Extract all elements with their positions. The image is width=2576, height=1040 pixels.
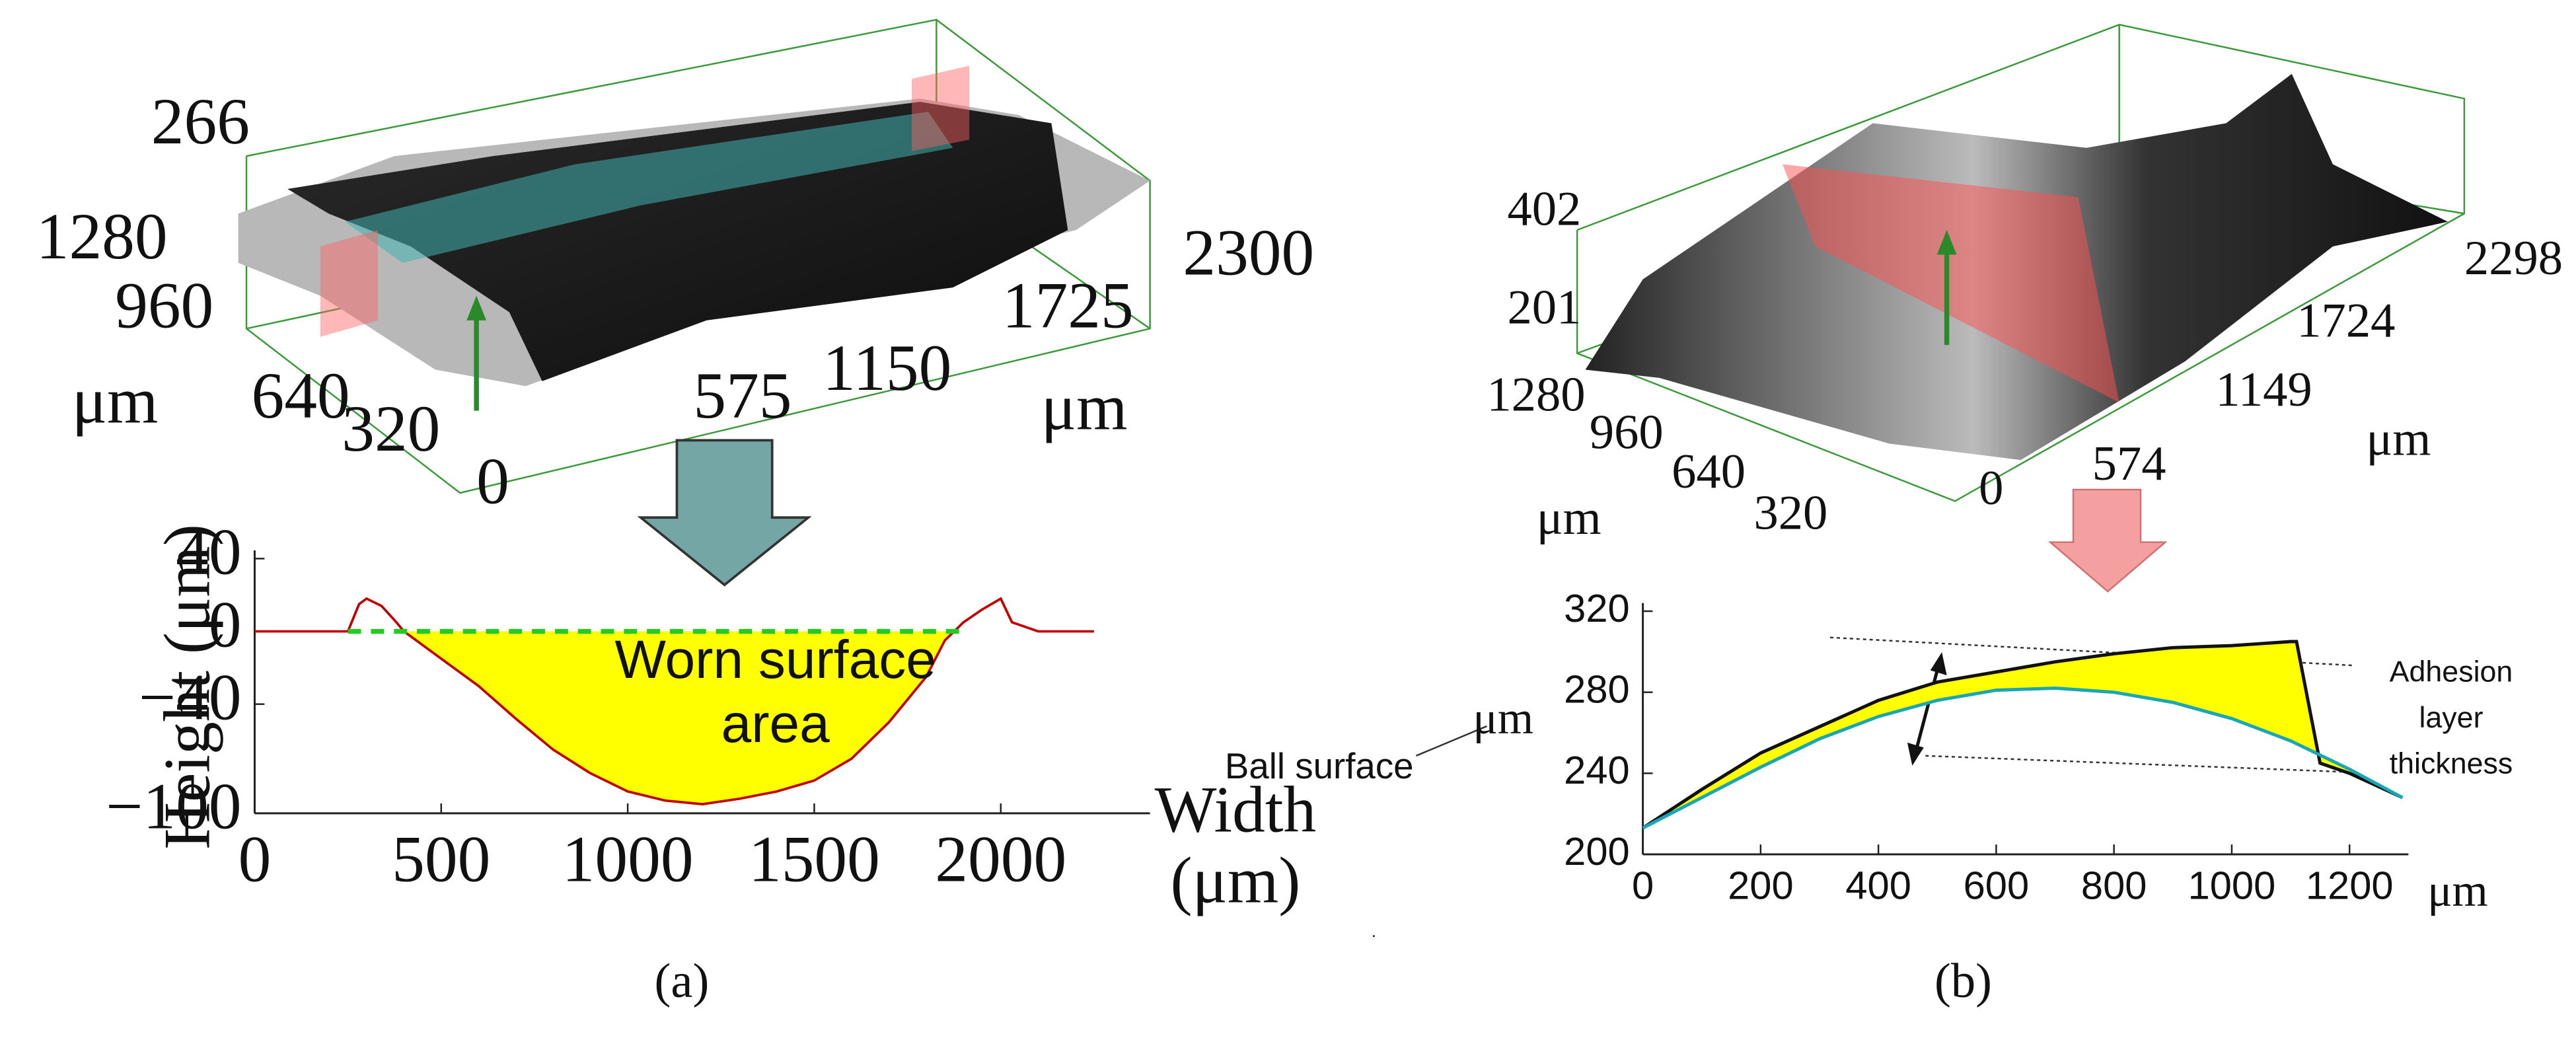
z-tick-label: 201 — [1507, 281, 1581, 335]
leader-line — [1925, 755, 2353, 773]
fill-area — [1642, 642, 2403, 829]
arrow-head — [1907, 742, 1924, 766]
x-tick-label: 1500 — [749, 822, 880, 895]
x-axis-label: (μm) — [1170, 844, 1300, 917]
x-tick-label: 2000 — [935, 822, 1066, 895]
x-axis-label: Width — [1155, 773, 1317, 846]
y-unit: μm — [1537, 491, 1601, 545]
panel-label: (a) — [655, 954, 710, 1008]
y-tick-label: −40 — [139, 661, 242, 734]
x-tick-label: 600 — [1964, 864, 2030, 908]
x-tick-label: 2300 — [1183, 216, 1314, 289]
x-unit: μm — [1041, 370, 1128, 443]
x-unit: μm — [2366, 412, 2431, 466]
x-tick-label: 2298 — [2464, 231, 2563, 285]
y-tick-label: 0 — [209, 587, 242, 661]
x-tick-label: 1724 — [2297, 293, 2395, 348]
profile-line — [1642, 687, 2404, 830]
annotation: Worn surface — [614, 630, 936, 690]
x-tick-label: 200 — [1728, 864, 1794, 908]
x-tick-label: 0 — [476, 444, 509, 517]
x-tick-label: 1150 — [823, 331, 951, 404]
x-tick-label: 400 — [1845, 864, 1911, 908]
y-tick-label: −100 — [106, 770, 241, 843]
y-tick-label: 320 — [1564, 586, 1630, 630]
y-tick-label: 1280 — [36, 200, 168, 273]
annotation: Ball surface — [1225, 745, 1414, 786]
y-tick-label: 320 — [342, 392, 440, 465]
surface-a — [238, 19, 1151, 494]
y-tick-label: 960 — [115, 268, 213, 342]
arrow-head — [1930, 652, 1947, 675]
z-tick-label: 402 — [1507, 182, 1581, 236]
x-tick-label: 0 — [1632, 864, 1654, 908]
x-tick-label: 0 — [1979, 461, 2003, 515]
surface-b — [1576, 24, 2466, 502]
arrow-a — [637, 439, 812, 587]
x-tick-label: 1149 — [2215, 363, 2312, 417]
annotation: Adhesion — [2390, 655, 2513, 688]
y-axis-label: μm — [1473, 693, 1533, 744]
y-tick-label: 640 — [1672, 445, 1746, 499]
arrow-b — [2047, 488, 2168, 593]
x-tick-label: 575 — [693, 359, 791, 432]
profile-line — [1642, 640, 2404, 830]
x-tick-label: 0 — [239, 822, 272, 895]
y-tick-label: 960 — [1590, 406, 1664, 460]
x-tick-label: 1000 — [562, 822, 694, 895]
x-tick-label: 1725 — [1002, 268, 1134, 342]
x-tick-label: 1200 — [2306, 864, 2394, 908]
thickness-arrow — [1913, 665, 1940, 753]
y-unit: μm — [72, 363, 159, 437]
y-tick-label: 640 — [251, 359, 350, 432]
x-tick-label: 500 — [392, 822, 490, 895]
x-axis-label: μm — [2427, 866, 2487, 916]
y-tick-label: 1280 — [1487, 367, 1585, 422]
y-axis-label: Height (μm) — [150, 524, 223, 849]
dot: . — [1372, 923, 1376, 941]
annotation: thickness — [2390, 747, 2513, 780]
x-tick-label: 800 — [2081, 864, 2147, 908]
y-tick-label: 280 — [1564, 667, 1630, 711]
y-tick-label: 40 — [176, 515, 241, 588]
annotation: layer — [2419, 701, 2483, 734]
panel-label: (b) — [1934, 954, 1992, 1008]
y-tick-label: 200 — [1564, 829, 1630, 873]
x-tick-label: 1000 — [2188, 864, 2276, 908]
leader-line — [1415, 725, 1487, 757]
z-tick-label: 266 — [151, 85, 250, 158]
annotation: area — [721, 694, 830, 754]
x-tick-label: 574 — [2092, 437, 2166, 491]
y-tick-label: 320 — [1753, 486, 1827, 540]
y-tick-label: 240 — [1564, 748, 1630, 792]
profile-line — [254, 597, 1094, 805]
